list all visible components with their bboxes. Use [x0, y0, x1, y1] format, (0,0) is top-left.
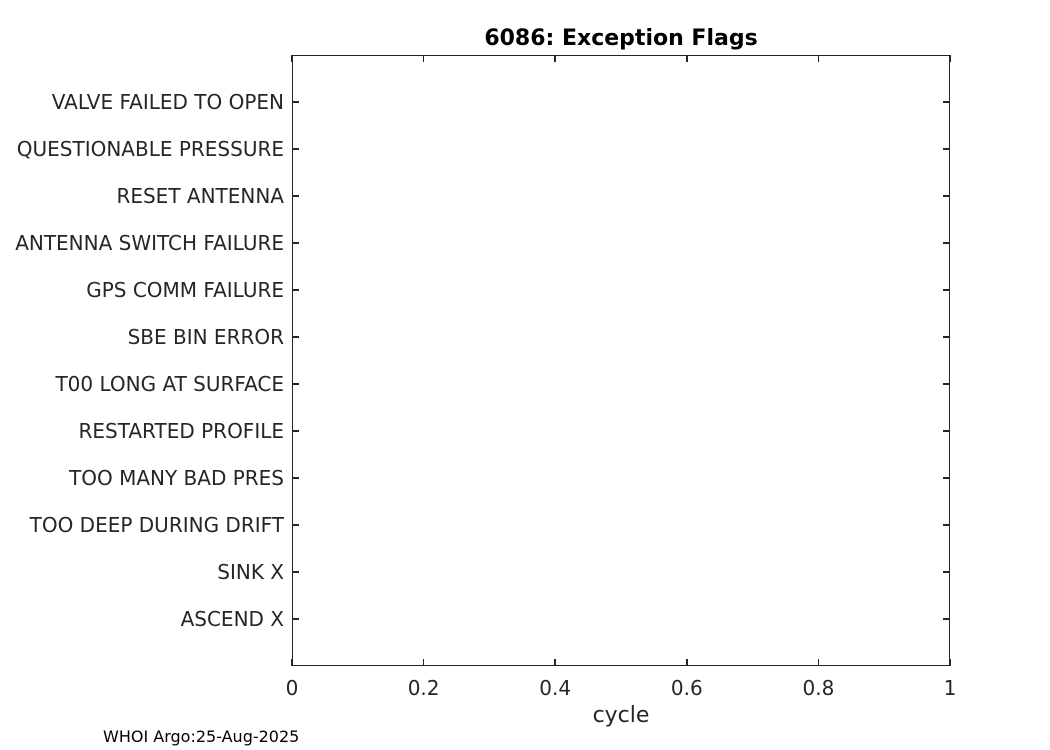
x-tick-label: 0.6 — [670, 676, 703, 700]
y-axis-tick-right — [943, 101, 950, 103]
y-axis-tick-right — [943, 383, 950, 385]
y-axis-tick-left — [292, 618, 299, 620]
y-tick-label: QUESTIONABLE PRESSURE — [16, 137, 284, 161]
y-tick-label: ANTENNA SWITCH FAILURE — [15, 231, 284, 255]
y-axis-tick-right — [943, 336, 950, 338]
x-tick-label: 0 — [285, 676, 299, 700]
x-axis-tick-bottom — [817, 659, 820, 666]
y-tick-label: RESET ANTENNA — [116, 184, 284, 208]
x-axis-tick-bottom — [949, 659, 951, 666]
y-tick-label: SINK X — [217, 560, 284, 584]
y-axis-tick-right — [943, 242, 950, 244]
y-tick-label: RESTARTED PROFILE — [78, 419, 284, 443]
y-axis-tick-left — [292, 571, 299, 573]
x-axis-tick-bottom — [554, 659, 556, 666]
y-tick-label: TOO DEEP DURING DRIFT — [29, 513, 284, 537]
y-axis-tick-left — [292, 195, 299, 197]
y-axis-tick-left — [292, 336, 299, 338]
y-tick-label: T00 LONG AT SURFACE — [55, 372, 284, 396]
x-tick-label: 0.2 — [407, 676, 440, 700]
y-axis-tick-right — [943, 477, 950, 479]
x-tick-label: 1 — [943, 676, 957, 700]
x-axis-tick-top — [422, 55, 425, 62]
y-axis-tick-left — [292, 148, 299, 150]
x-axis-tick-top — [686, 55, 688, 62]
y-axis-tick-right — [943, 571, 950, 573]
y-axis-tick-right — [943, 289, 950, 291]
x-axis-tick-top — [817, 55, 820, 62]
y-tick-label: TOO MANY BAD PRES — [69, 466, 284, 490]
y-axis-tick-right — [943, 195, 950, 197]
y-axis-tick-left — [292, 101, 299, 103]
plot-area — [292, 55, 950, 666]
x-tick-label: 0.4 — [539, 676, 572, 700]
chart-title: 6086: Exception Flags — [484, 26, 758, 51]
y-axis-tick-left — [292, 289, 299, 291]
y-tick-label: GPS COMM FAILURE — [86, 278, 284, 302]
x-axis-tick-top — [291, 55, 293, 62]
x-axis-tick-bottom — [422, 659, 425, 666]
y-tick-label: VALVE FAILED TO OPEN — [51, 90, 284, 114]
x-axis-label: cycle — [592, 703, 650, 728]
y-axis-tick-left — [292, 242, 299, 244]
x-axis-tick-bottom — [291, 659, 293, 666]
x-tick-label: 0.8 — [802, 676, 835, 700]
y-axis-tick-right — [943, 148, 950, 150]
y-axis-tick-left — [292, 430, 299, 432]
x-axis-tick-top — [554, 55, 556, 62]
x-axis-tick-top — [949, 55, 951, 62]
x-axis-tick-bottom — [686, 659, 688, 666]
y-tick-label: SBE BIN ERROR — [127, 325, 284, 349]
y-axis-tick-left — [292, 524, 299, 526]
y-tick-label: ASCEND X — [180, 607, 284, 631]
y-axis-tick-right — [943, 430, 950, 432]
y-axis-tick-left — [292, 383, 299, 385]
y-axis-tick-right — [943, 524, 950, 526]
footer-watermark: WHOI Argo:25-Aug-2025 — [103, 727, 300, 746]
y-axis-tick-right — [943, 618, 950, 620]
y-axis-tick-left — [292, 477, 299, 479]
